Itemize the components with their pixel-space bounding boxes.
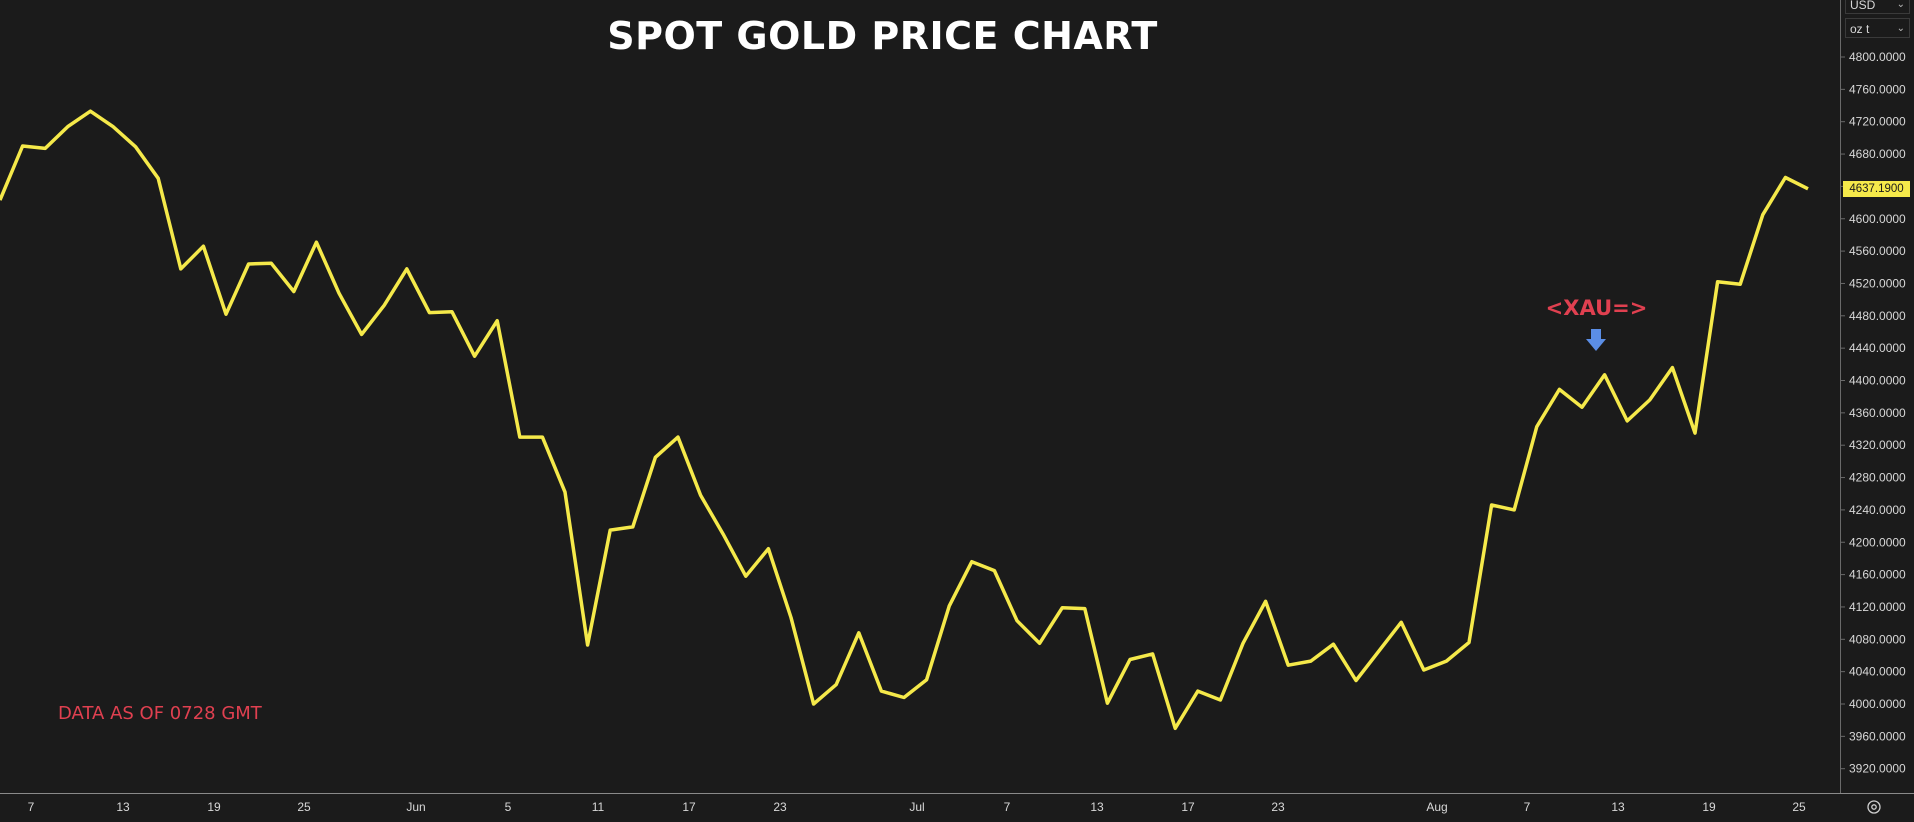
last-price-label: 4637.1900: [1843, 181, 1910, 197]
x-tick-label: 19: [207, 800, 221, 814]
unit-select-value: oz t: [1850, 22, 1870, 36]
x-tick-label: 7: [28, 800, 35, 814]
x-tick-label: 5: [505, 800, 512, 814]
y-tick-label: 4520.0000: [1849, 276, 1906, 290]
y-tick-label: 4040.0000: [1849, 665, 1906, 679]
data-timestamp-note: DATA AS OF 0728 GMT: [58, 703, 262, 724]
x-tick-label: Jul: [909, 800, 924, 814]
y-tick-label: 4440.0000: [1849, 341, 1906, 355]
y-tick-label: 3920.0000: [1849, 762, 1906, 776]
x-tick-label: 13: [1611, 800, 1625, 814]
y-tick-label: 4800.0000: [1849, 50, 1906, 64]
y-tick-label: 4680.0000: [1849, 147, 1906, 161]
y-tick-label: 4280.0000: [1849, 471, 1906, 485]
time-axis-bar: [0, 793, 1914, 822]
chevron-down-icon: ⌄: [1896, 23, 1905, 34]
x-tick-label: 13: [1090, 800, 1104, 814]
price-axis-panel: [1840, 0, 1914, 793]
x-tick-label: 7: [1004, 800, 1011, 814]
y-tick-label: 3960.0000: [1849, 729, 1906, 743]
y-tick-label: 4000.0000: [1849, 697, 1906, 711]
x-tick-label: 23: [1271, 800, 1285, 814]
unit-select[interactable]: oz t ⌄: [1845, 18, 1910, 38]
x-tick-label: 11: [592, 800, 605, 814]
currency-select-value: USD: [1850, 0, 1876, 12]
ric-annotation: <XAU=>: [1545, 296, 1648, 320]
x-tick-label: 17: [682, 800, 696, 814]
y-tick-label: 4200.0000: [1849, 535, 1906, 549]
x-tick-label: 19: [1702, 800, 1716, 814]
currency-select[interactable]: USD ⌄: [1845, 0, 1910, 14]
x-tick-label: 25: [297, 800, 311, 814]
x-tick-label: 7: [1524, 800, 1531, 814]
x-tick-label: 23: [773, 800, 787, 814]
y-tick-label: 4360.0000: [1849, 406, 1906, 420]
y-tick-label: 4600.0000: [1849, 212, 1906, 226]
down-arrow-icon: [1586, 329, 1606, 351]
y-tick-label: 4080.0000: [1849, 632, 1906, 646]
x-tick-label: 17: [1181, 800, 1195, 814]
x-tick-label: Jun: [406, 800, 425, 814]
chart-title: SPOT GOLD PRICE CHART: [607, 14, 1158, 58]
y-tick-label: 4400.0000: [1849, 374, 1906, 388]
y-tick-label: 4480.0000: [1849, 309, 1906, 323]
x-tick-label: 25: [1792, 800, 1806, 814]
chevron-down-icon: ⌄: [1896, 0, 1905, 10]
y-tick-label: 4120.0000: [1849, 600, 1906, 614]
x-tick-label: Aug: [1426, 800, 1447, 814]
y-tick-label: 4720.0000: [1849, 115, 1906, 129]
y-tick-label: 4160.0000: [1849, 568, 1906, 582]
y-tick-label: 4560.0000: [1849, 244, 1906, 258]
gear-icon[interactable]: [1866, 799, 1882, 815]
series-line: [0, 109, 1809, 731]
x-tick-label: 13: [116, 800, 130, 814]
y-tick-label: 4760.0000: [1849, 82, 1906, 96]
y-tick-label: 4320.0000: [1849, 438, 1906, 452]
y-tick-label: 4240.0000: [1849, 503, 1906, 517]
